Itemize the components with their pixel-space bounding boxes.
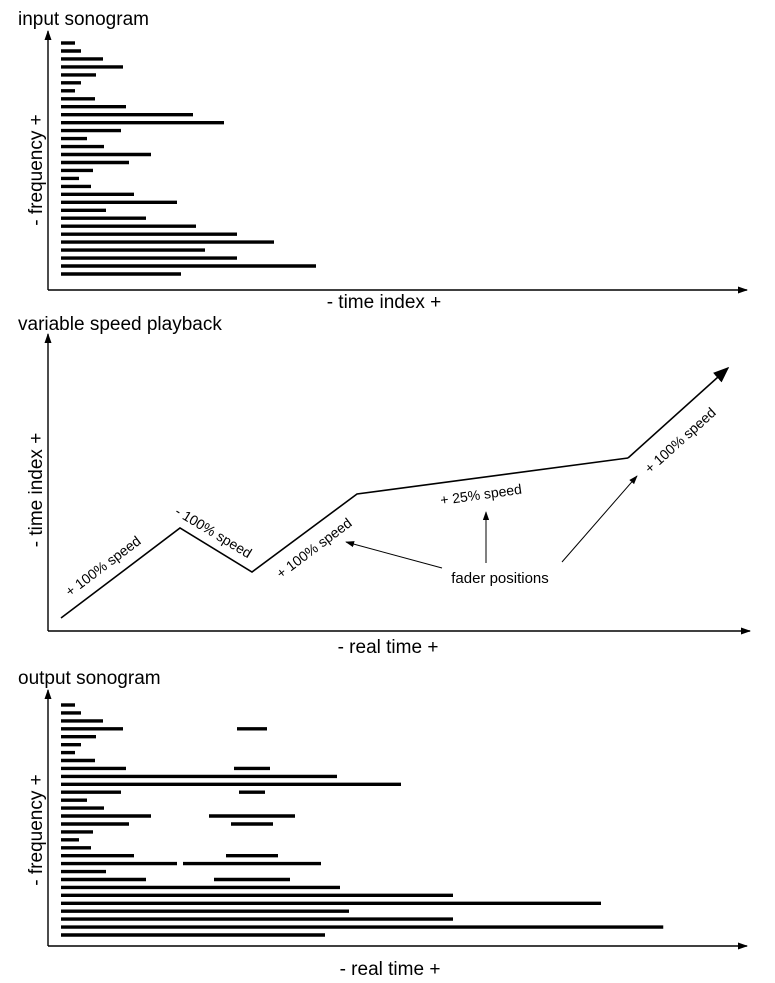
segment-label-2: - 100% speed <box>172 503 254 561</box>
playback-x-label: - real time + <box>338 637 439 658</box>
input-y-label: - frequency + <box>26 114 47 225</box>
output-x-label: - real time + <box>340 959 441 980</box>
segment-label-4: + 25% speed <box>439 481 523 508</box>
input-sonogram-panel: input sonogram - frequency + - time inde… <box>18 9 748 313</box>
output-sonogram-panel: output sonogram - frequency + - real tim… <box>18 668 748 980</box>
segment-label-5: + 100% speed <box>641 404 719 476</box>
playback-curve-end-arrow <box>627 366 730 459</box>
output-y-label: - frequency + <box>26 774 47 885</box>
segment-label-1: + 100% speed <box>62 533 143 600</box>
fader-positions-label: fader positions <box>451 570 549 587</box>
output-sonogram-bars <box>61 703 664 937</box>
input-x-label: - time index + <box>327 292 442 313</box>
playback-panel: variable speed playback - time index + -… <box>18 314 751 658</box>
playback-curve <box>60 457 629 619</box>
input-sonogram-title: input sonogram <box>18 9 149 30</box>
output-sonogram-title: output sonogram <box>18 668 161 689</box>
playback-y-label: - time index + <box>26 433 47 548</box>
playback-title: variable speed playback <box>18 314 222 335</box>
fader-arrow-3 <box>561 475 638 563</box>
input-sonogram-bars <box>61 41 316 276</box>
fader-arrow-1 <box>345 541 443 569</box>
